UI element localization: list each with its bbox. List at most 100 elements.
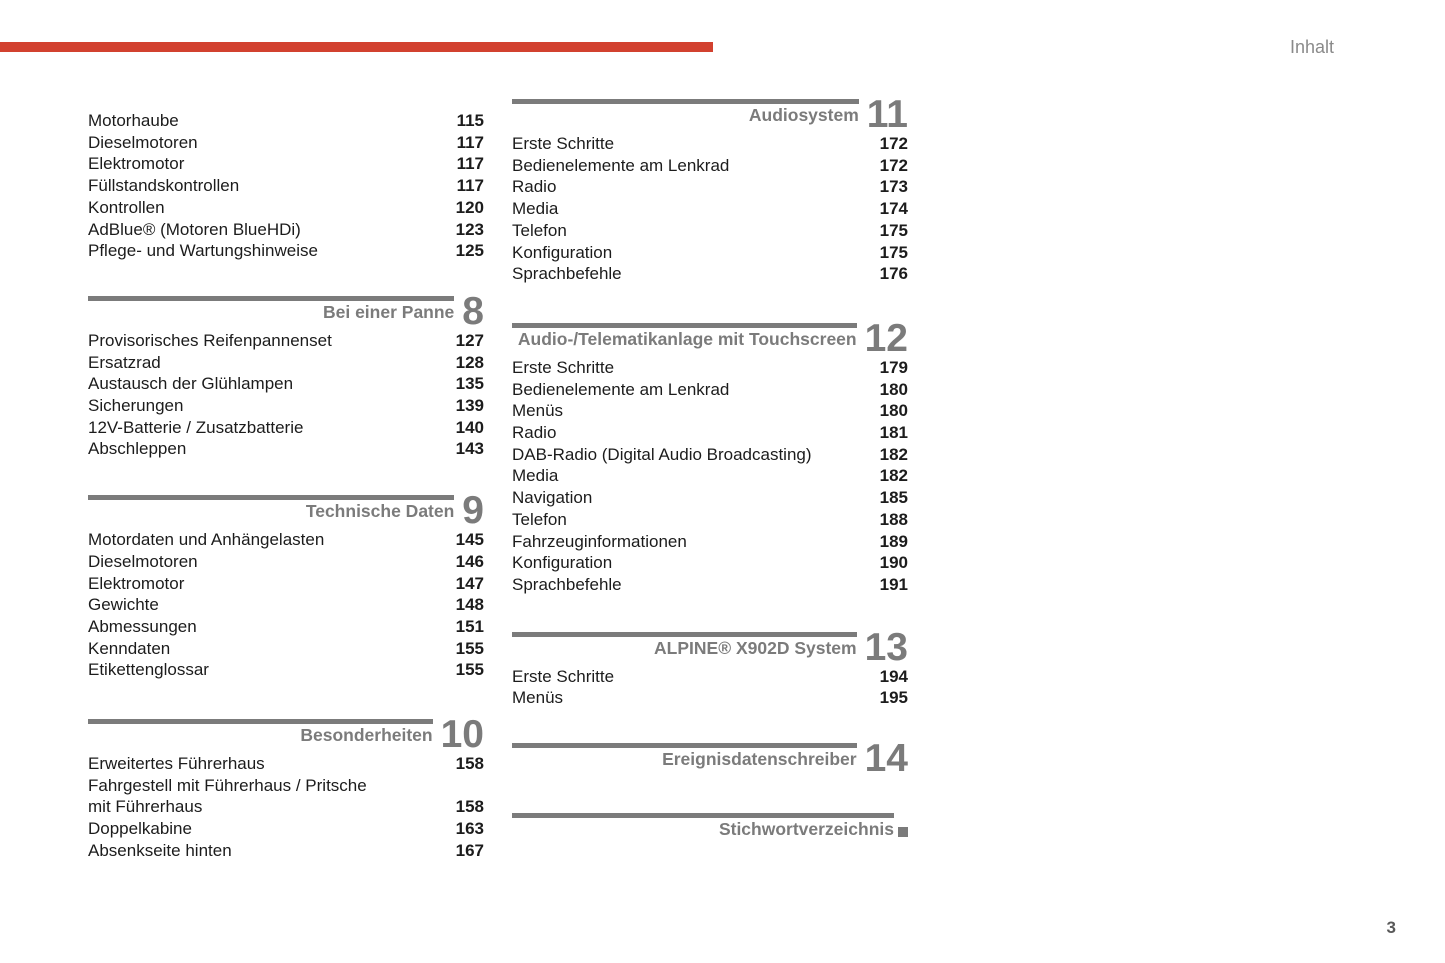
toc-entry-label: Kenndaten — [88, 638, 171, 658]
toc-entry-page: 191 — [879, 574, 908, 594]
toc-entry: Bedienelemente am Lenkrad 180 — [512, 379, 908, 401]
section-rule — [512, 631, 857, 637]
toc-entry-label: Kontrollen — [88, 197, 165, 217]
section-title: ALPINE® X902D System — [654, 637, 857, 658]
toc-entry-page: 182 — [879, 444, 908, 464]
toc-entry-label: Erweitertes Führerhaus — [88, 754, 265, 774]
toc-entry-page: 185 — [879, 488, 908, 508]
toc-entry: Menüs 180 — [512, 400, 908, 422]
toc-entry: Elektromotor 147 — [88, 573, 484, 595]
section-rule — [88, 495, 455, 501]
toc-entry-label: Sprachbefehle — [512, 264, 622, 284]
toc-entry-label: Ersatzrad — [88, 352, 161, 372]
toc-entry-page: 117 — [456, 132, 484, 152]
toc-entry-label: Austausch der Glühlampen — [88, 374, 294, 394]
toc-entry-page: 117 — [456, 154, 484, 174]
toc-entry: Kenndaten 155 — [88, 638, 484, 660]
toc-entry-page: 182 — [879, 466, 908, 486]
toc-entry-label: Fahrzeuginformationen — [512, 531, 687, 551]
toc-entry-label: Telefon — [512, 220, 567, 240]
toc-entry: Erste Schritte 172 — [512, 133, 908, 155]
section-rule — [512, 99, 859, 104]
toc-entry-page: 146 — [455, 551, 484, 571]
toc-entry-label: Sprachbefehle — [512, 574, 622, 594]
section-header: Technische Daten 9 — [88, 489, 484, 533]
toc-entry-page: 163 — [455, 819, 484, 839]
section-header: Bei einer Panne 8 — [88, 292, 484, 331]
toc-entry-label: Motordaten und Anhängelasten — [88, 530, 325, 550]
toc-entry-label: Elektromotor — [88, 573, 185, 593]
section-rule — [88, 295, 455, 301]
section-title: Bei einer Panne — [322, 301, 455, 322]
section-ereignisdatenschreiber: Ereignisdatenschreiber 14 — [512, 737, 908, 781]
toc-entry-label: DAB-Radio (Digital Audio Broadcasting) — [512, 444, 812, 464]
toc-entry-page: 117 — [456, 176, 484, 196]
toc-entry: Media 182 — [512, 465, 908, 487]
toc-entry-label: Dieselmotoren — [88, 551, 198, 571]
toc-column-left: Motorhaube 115 Dieselmotoren 117 Elektromo… — [88, 110, 484, 862]
section-header: Audiosystem 11 — [512, 93, 908, 136]
toc-entry: Ersatzrad 128 — [88, 352, 484, 374]
toc-entry-label: Konfiguration — [512, 242, 613, 262]
section-header: Stichwortverzeichnis — [512, 813, 908, 840]
toc-entry-page: 127 — [455, 330, 484, 350]
chapter-number: 9 — [462, 489, 484, 533]
toc-entry: Provisorisches Reifenpannenset 127 — [88, 330, 484, 352]
toc-entry-label: Media — [512, 466, 559, 486]
toc-entry: AdBlue® (Motoren BlueHDi) 123 — [88, 219, 484, 241]
toc-entry-page: 180 — [879, 379, 908, 399]
section-alpine-x902d: ALPINE® X902D System 13 Erste Schritte 19… — [512, 628, 908, 709]
section-header: ALPINE® X902D System 13 — [512, 628, 908, 667]
toc-entry-label: AdBlue® (Motoren BlueHDi) — [88, 219, 301, 239]
section-title: Technische Daten — [305, 501, 455, 522]
toc-entry-page: 179 — [879, 357, 908, 377]
section-title: Stichwortverzeichnis — [718, 819, 894, 840]
toc-entry: Austausch der Glühlampen 135 — [88, 373, 484, 395]
section-technische-daten: Technische Daten 9 Motordaten und Anhäng… — [88, 489, 484, 681]
toc-entry: Bedienelemente am Lenkrad 172 — [512, 155, 908, 177]
toc-entry: Etikettenglossar 155 — [88, 659, 484, 681]
toc-entry: Konfiguration 175 — [512, 242, 908, 264]
toc-entry-label: Konfiguration — [512, 553, 613, 573]
toc-entry: Sprachbefehle 176 — [512, 263, 908, 285]
section-title: Besonderheiten — [300, 725, 433, 746]
toc-entry-label: Bedienelemente am Lenkrad — [512, 155, 730, 175]
section-rule — [512, 813, 894, 819]
toc-entry: Fahrgestell mit Führerhaus / Pritsche mi… — [88, 775, 484, 818]
toc-entry: Motordaten und Anhängelasten 145 — [88, 529, 484, 551]
toc-entry: Dieselmotoren 146 — [88, 551, 484, 573]
toc-entry-label: Radio — [512, 177, 557, 197]
toc-entry-page: 123 — [455, 219, 484, 239]
toc-entry-page: 140 — [455, 417, 484, 437]
toc-entry-page: 172 — [879, 155, 908, 175]
toc-entry-page: 176 — [879, 264, 908, 284]
toc-entry: Media 174 — [512, 198, 908, 220]
toc-entry-label: Fahrgestell mit Führerhaus / Pritsche mi… — [88, 775, 367, 817]
toc-entry-label: Etikettenglossar — [88, 660, 209, 680]
toc-entry-page: 190 — [879, 553, 908, 573]
section-header: Audio-/Telematikanlage mit Touchscreen 1… — [512, 319, 908, 358]
toc-entry-page: 189 — [879, 531, 908, 551]
section-title: Audio-/Telematikanlage mit Touchscreen — [517, 328, 857, 349]
toc-entry: Erste Schritte 179 — [512, 357, 908, 379]
toc-entry-page: 175 — [879, 242, 908, 262]
toc-entry-page: 147 — [455, 573, 484, 593]
toc-entry-label: Menüs — [512, 401, 564, 421]
toc-entry-label: Abmessungen — [88, 616, 197, 636]
section-continuation: Motorhaube 115 Dieselmotoren 117 Elektromo… — [88, 110, 484, 262]
chapter-number: 14 — [864, 737, 908, 781]
toc-entry: Elektromotor 117 — [88, 153, 484, 175]
toc-entry: Konfiguration 190 — [512, 552, 908, 574]
section-title: Ereignisdatenschreiber — [662, 749, 857, 770]
toc-entry: Erweitertes Führerhaus 158 — [88, 753, 484, 775]
toc-entry-label: Sicherungen — [88, 396, 184, 416]
page-number: 3 — [1386, 918, 1396, 937]
chapter-number: 11 — [866, 93, 908, 136]
page-header-label: Inhalt — [1289, 37, 1334, 57]
toc-entry-page: 195 — [879, 688, 908, 708]
toc-entry-page: 173 — [879, 177, 908, 197]
chapter-number: 10 — [440, 713, 484, 757]
toc-entry: Telefon 175 — [512, 220, 908, 242]
toc-column-right: Audiosystem 11 Erste Schritte 172 Bediene… — [512, 93, 908, 840]
toc-entry: Gewichte 148 — [88, 594, 484, 616]
